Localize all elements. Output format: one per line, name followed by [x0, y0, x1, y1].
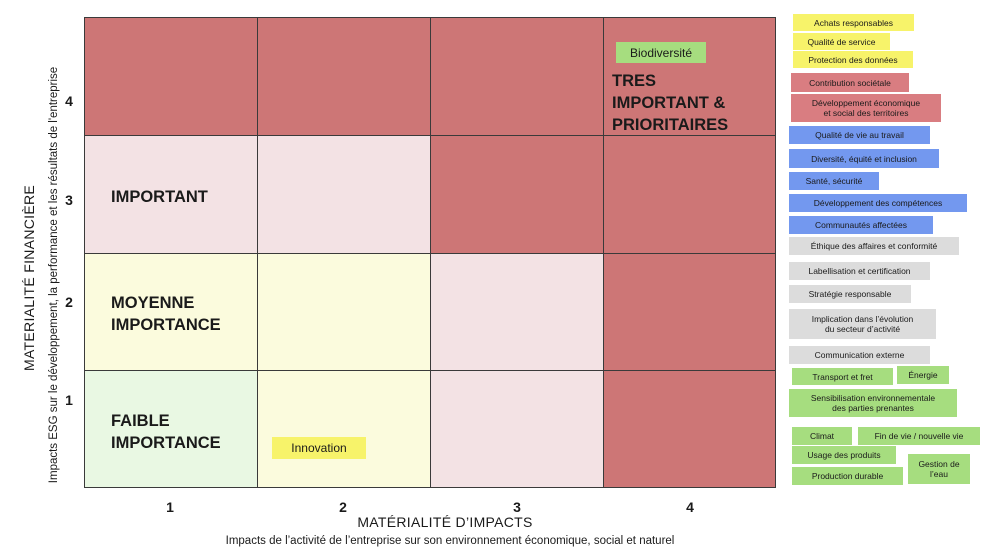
x-tick-3: 3 — [513, 499, 521, 515]
legend-tag-line: et social des territoires — [823, 108, 909, 118]
legend-tag-gestion-eau: Gestion de l’eau — [908, 454, 970, 484]
topic-biodiversite: Biodiversité — [616, 42, 706, 63]
cell-r4-c2 — [258, 18, 431, 136]
zone-line: PRIORITAIRES — [612, 116, 729, 134]
legend-tag-line: l’eau — [930, 469, 948, 479]
legend-tag-usage-des-produits: Usage des produits — [792, 446, 896, 464]
legend-tag-energie: Énergie — [897, 366, 949, 384]
zone-line: IMPORTANCE — [111, 316, 221, 334]
cell-r2-c2 — [258, 254, 431, 371]
cell-r4-c4 — [604, 18, 775, 136]
legend-tag-fin-de-vie: Fin de vie / nouvelle vie — [858, 427, 980, 445]
zone-line: IMPORTANT & — [612, 94, 726, 112]
legend-tag-ethique: Éthique des affaires et conformité — [789, 237, 959, 255]
zone-line: MOYENNE — [111, 294, 195, 312]
legend-tag-qualite-de-vie: Qualité de vie au travail — [789, 126, 930, 144]
cell-r2-c4 — [604, 254, 775, 371]
x-tick-4: 4 — [686, 499, 694, 515]
x-axis-subtitle: Impacts de l’activité de l’entreprise su… — [225, 535, 675, 547]
y-tick-2: 2 — [65, 294, 73, 310]
cell-r1-c1 — [85, 371, 258, 487]
cell-r2-c3 — [431, 254, 604, 371]
legend-tag-line: Implication dans l’évolution — [811, 314, 914, 324]
zone-label-tres-important: TRES IMPORTANT & PRIORITAIRES — [612, 70, 728, 136]
legend-tag-line: Sensibilisation environnementale — [810, 393, 936, 403]
legend-tag-labellisation: Labellisation et certification — [789, 262, 930, 280]
legend-tag-implication: Implication dans l’évolution du secteur … — [789, 309, 936, 339]
topic-innovation: Innovation — [272, 437, 366, 459]
y-tick-4: 4 — [65, 93, 73, 109]
legend-tag-communautes-affectees: Communautés affectées — [789, 216, 933, 234]
cell-r3-c4 — [604, 136, 775, 254]
legend-tag-developpement-economique: Développement économique et social des t… — [791, 94, 941, 122]
legend-tag-qualite-de-service: Qualité de service — [793, 33, 890, 50]
cell-r3-c3 — [431, 136, 604, 254]
zone-line: TRES — [612, 72, 657, 90]
legend-tag-developpement-competences: Développement des compétences — [789, 194, 967, 212]
legend-tag-line: du secteur d’activité — [824, 324, 901, 334]
legend-tag-line: Gestion de — [918, 459, 960, 469]
legend-tag-production-durable: Production durable — [792, 467, 903, 485]
zone-label-faible-importance: FAIBLE IMPORTANCE — [111, 410, 221, 454]
legend-tag-climat: Climat — [792, 427, 852, 445]
legend-tag-protection-des-donnees: Protection des données — [793, 51, 913, 68]
legend-tag-diversite: Diversité, équité et inclusion — [789, 149, 939, 168]
cell-r3-c2 — [258, 136, 431, 254]
legend-tag-contribution-societale: Contribution sociétale — [791, 73, 909, 92]
cell-r1-c4 — [604, 371, 775, 487]
zone-line: FAIBLE — [111, 412, 170, 430]
x-tick-2: 2 — [339, 499, 347, 515]
cell-r4-c3 — [431, 18, 604, 136]
legend-tag-strategie-responsable: Stratégie responsable — [789, 285, 911, 303]
cell-r1-c2 — [258, 371, 431, 487]
y-axis-subtitle-text: Impacts ESG sur le développement, la per… — [48, 66, 60, 484]
cell-r4-c1 — [85, 18, 258, 136]
x-axis-title: MATÉRIALITÉ D’IMPACTS — [357, 514, 533, 530]
y-tick-3: 3 — [65, 192, 73, 208]
legend-tag-communication-externe: Communication externe — [789, 346, 930, 364]
legend-tag-transport: Transport et fret — [792, 368, 893, 385]
legend-tag-line: Développement économique — [811, 98, 921, 108]
legend-tag-line: des parties prenantes — [832, 403, 914, 413]
x-tick-1: 1 — [166, 499, 174, 515]
legend-tag-sensibilisation: Sensibilisation environnementale des par… — [789, 389, 957, 417]
y-tick-1: 1 — [65, 392, 73, 408]
zone-line: IMPORTANCE — [111, 434, 221, 452]
y-axis-title-text: MATERIALITÉ FINANCIÈRE — [21, 184, 37, 372]
legend-tag-achats-responsables: Achats responsables — [793, 14, 914, 31]
cell-r1-c3 — [431, 371, 604, 487]
zone-label-moyenne-importance: MOYENNE IMPORTANCE — [111, 292, 221, 336]
cell-r2-c1 — [85, 254, 258, 371]
legend-tag-sante-securite: Santé, sécurité — [789, 172, 879, 190]
cell-r3-c1 — [85, 136, 258, 254]
zone-label-important: IMPORTANT — [111, 188, 208, 206]
materiality-matrix — [84, 17, 776, 488]
